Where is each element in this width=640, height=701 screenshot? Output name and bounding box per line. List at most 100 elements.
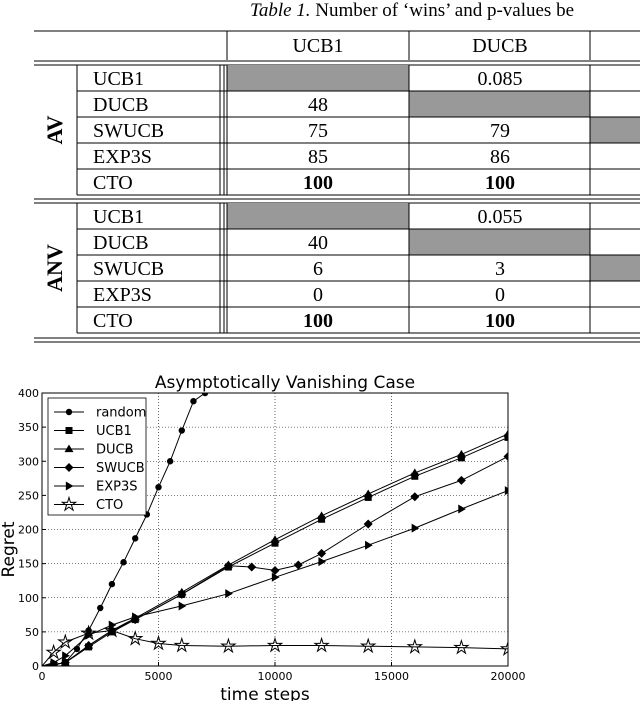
table-cell: 0 [313,284,323,306]
results-table: UCB1 DUCB AV UCB1 0.085 DUCB 48 SWUCB 75 79 EXP3S 8… [34,30,640,343]
table-cell: 0.055 [478,206,523,228]
row-label-ducb: DUCB [93,94,149,116]
series-swucb [42,451,508,666]
data-point-cto [126,629,144,646]
shaded-cell [409,229,590,255]
data-point-exp3s [458,504,466,514]
data-point-swucb [293,560,303,570]
data-point-cto [150,634,167,651]
y-tick-label: 250 [18,489,39,502]
table-cell: 3 [495,258,505,280]
data-point-ucb1 [504,433,508,441]
x-axis-label: time steps [220,685,310,701]
table-cell: 40 [308,232,328,254]
legend: random UCB1 DUCB SWUCB EXP3S CTO [47,397,147,516]
row-label-exp3s: EXP3S [93,146,152,168]
y-tick-label: 200 [18,524,39,537]
table-cell: 0.085 [478,68,523,90]
data-point-exp3s [271,572,280,582]
data-point-ducb [270,535,280,543]
data-point-exp3s [62,651,70,661]
data-point-swucb [60,658,70,666]
series-line-swucb [42,456,508,666]
legend-label-swucb: SWUCB [96,461,145,476]
y-axis-label: Regret [0,521,19,577]
row-label-swucb: SWUCB [93,258,164,280]
data-point-exp3s [178,601,187,611]
table-cell: 100 [303,310,333,332]
data-point-random [120,559,127,566]
column-header-ducb: DUCB [472,35,528,57]
table-cell: 100 [485,172,515,194]
table-cell: 85 [308,146,328,168]
data-point-exp3s [85,630,94,640]
data-point-random [108,580,116,588]
table-caption: Table 1. Number of ‘wins’ and p-values b… [250,0,574,22]
legend-marker-ducb [64,444,74,453]
row-label-swucb: SWUCB [93,120,164,142]
data-point-exp3s [225,589,233,599]
data-point-cto [359,637,377,654]
data-point-ducb [410,468,420,477]
y-tick-label: 300 [18,455,39,468]
y-tick-label: 50 [25,626,39,639]
data-point-cto [80,624,97,641]
data-point-swucb [247,562,257,572]
table-caption-label: Table 1. [250,0,311,21]
y-tick-label: 100 [18,592,39,605]
data-point-ucb1 [411,472,419,480]
legend-box [47,397,147,516]
x-tick-label: 0 [39,670,46,683]
data-point-swucb [130,615,140,625]
row-label-ucb1: UCB1 [93,68,144,90]
table-cell: 86 [490,146,510,168]
data-point-exp3s [504,486,508,496]
data-point-ucb1 [364,493,372,501]
legend-marker-random [65,408,73,416]
y-tick-label: 400 [18,387,39,400]
data-point-cto [313,636,330,653]
x-tick-label: 5000 [145,670,173,683]
data-point-exp3s [411,523,420,533]
data-point-cto [499,640,508,656]
table-cell: 100 [485,310,515,332]
data-point-random [132,535,139,542]
series-line-exp3s [42,490,508,666]
data-point-random [201,393,209,397]
shaded-cell [227,65,409,91]
chart-title: Asymptotically Vanishing Case [155,373,415,393]
legend-label-ucb1: UCB1 [96,424,132,439]
row-label-ducb: DUCB [93,232,149,254]
series-random [42,393,209,666]
x-tick-label: 20000 [491,670,526,683]
group-label-anv: ANV [42,244,67,292]
data-point-exp3s [132,612,140,622]
regret-chart: 0 5000 10000 15000 20000 0 50 100 150 200 250 300 35… [0,373,526,701]
data-point-ducb [317,511,327,519]
legend-label-ducb: DUCB [96,443,134,458]
data-point-cto [453,638,470,655]
data-point-swucb [317,548,327,558]
table-cell: 75 [308,120,328,142]
row-label-exp3s: EXP3S [93,284,152,306]
x-tick-label: 15000 [374,670,409,683]
data-point-random [190,397,197,405]
data-point-ducb [456,449,466,458]
y-tick-label: 350 [18,421,39,434]
data-point-random [97,604,104,612]
data-point-cto [266,636,284,653]
legend-label-cto: CTO [96,498,123,513]
data-point-swucb [410,492,420,502]
table-cell: 100 [303,172,333,194]
data-point-random [178,427,185,434]
data-point-cto [103,621,121,638]
legend-label-exp3s: EXP3S [96,480,137,495]
x-tick-label: 10000 [258,670,293,683]
legend-marker-swucb [64,463,74,472]
shaded-cell [590,117,640,143]
row-label-cto: CTO [93,310,133,332]
column-header-ucb1: UCB1 [292,35,343,57]
data-point-swucb [363,519,373,529]
shaded-cell [590,255,640,281]
data-point-cto [173,636,191,653]
